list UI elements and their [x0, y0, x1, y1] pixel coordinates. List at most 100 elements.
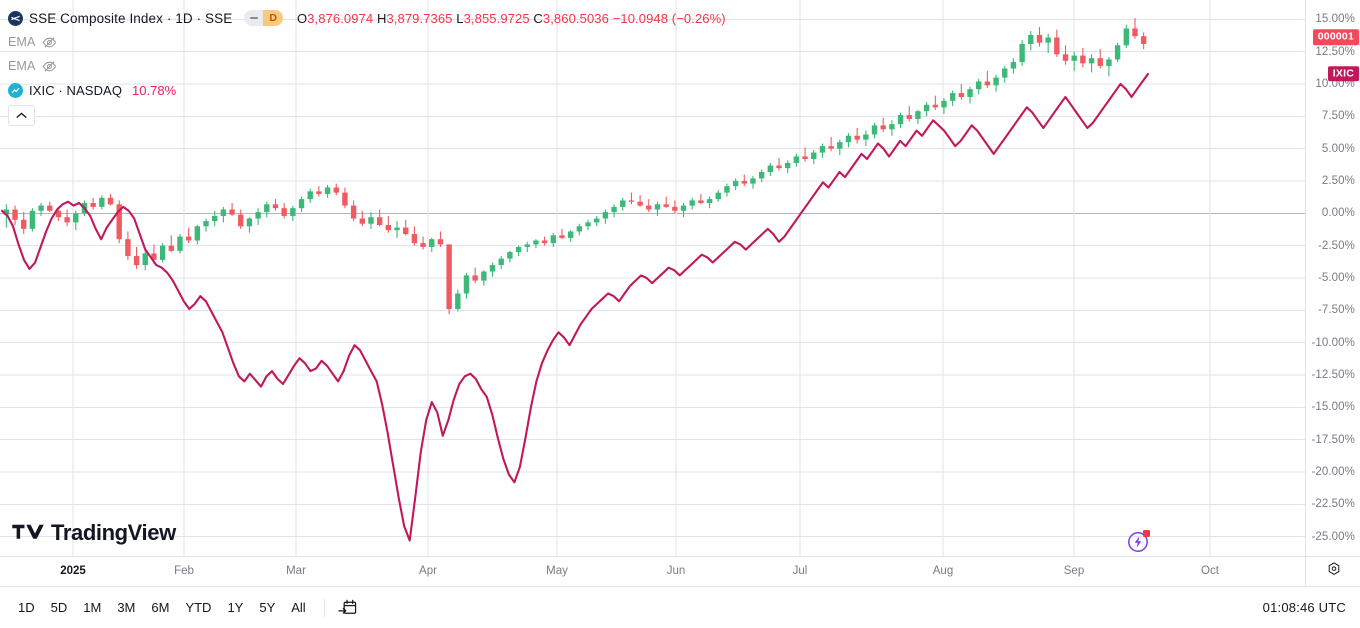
candle-body [689, 200, 695, 206]
ohlc-o-value: 3,876.0974 [307, 10, 374, 26]
candle-body [116, 204, 122, 240]
price-tag-ixic[interactable]: IXIC [1327, 66, 1359, 82]
toolbar-divider [323, 598, 325, 617]
price-axis-tick: -22.50% [1311, 498, 1355, 511]
timeframe-button-ytd[interactable]: YTD [185, 600, 212, 615]
comparison-value: 10.78% [132, 82, 177, 98]
price-axis-tick: -15.00% [1311, 401, 1355, 414]
candle-body [463, 275, 470, 294]
price-scale[interactable]: 15.00% 12.50% 10.00% 7.50% 5.00% 2.50% 0.00% -2… [1305, 0, 1360, 556]
candle-body [359, 218, 365, 224]
candle-body [515, 246, 522, 253]
candle-body [559, 235, 565, 238]
candle-body [680, 205, 687, 211]
timeframe-button-3m[interactable]: 3M [117, 600, 136, 615]
candle-body [12, 209, 18, 220]
ai-assistant-button[interactable] [1127, 530, 1150, 553]
comparison-line-series [0, 72, 1150, 542]
timeframe-button-1d[interactable]: 1D [18, 600, 35, 615]
candle-body [750, 178, 756, 184]
candle-body [663, 204, 669, 207]
bottom-toolbar: 1D 5D 1M 3M 6M YTD 1Y 5Y All 01:08:46 UTC [0, 586, 1360, 628]
ohlc-c-value: 3,860.5036 [542, 10, 609, 26]
candle-body [298, 199, 305, 209]
lightning-bolt-icon [1128, 532, 1148, 552]
sse-logo-icon [8, 10, 23, 26]
candle-body [246, 218, 253, 227]
chart-plot-area[interactable]: TradingView [0, 0, 1305, 556]
price-tag-000001[interactable]: 000001 [1312, 29, 1359, 46]
chart-series-canvas [0, 18, 1150, 542]
time-axis-tick: Sep [1063, 565, 1085, 577]
candle-body [507, 252, 513, 259]
legend-row-ema-2[interactable]: EMA [8, 54, 726, 78]
candle-body [324, 187, 331, 194]
candle-body [594, 218, 600, 223]
candle-body [524, 244, 530, 247]
price-axis-tick: 12.50% [1315, 45, 1355, 58]
price-axis-tick: -10.00% [1311, 336, 1355, 349]
candle-body [533, 240, 539, 245]
candle-body [1088, 58, 1095, 64]
goto-date-button[interactable] [335, 595, 360, 620]
candle-body [637, 201, 643, 206]
interval-badge[interactable]: D [244, 10, 283, 26]
timeframe-button-1y[interactable]: 1Y [227, 600, 244, 615]
candle-body [498, 258, 504, 266]
legend-row-ema-1[interactable]: EMA [8, 30, 726, 54]
gear-icon[interactable] [1326, 562, 1342, 583]
candle-body [1054, 37, 1060, 55]
timeframe-button-5d[interactable]: 5D [50, 600, 68, 615]
eye-off-icon[interactable] [42, 35, 57, 50]
timeframe-button-all[interactable]: All [291, 600, 306, 615]
candle-body [758, 171, 765, 179]
candle-body [212, 215, 218, 222]
price-axis-tick: -12.50% [1311, 368, 1355, 381]
candle-body [871, 125, 878, 135]
price-axis-tick: -5.00% [1317, 272, 1355, 284]
candle-body [99, 197, 105, 207]
candle-body [385, 224, 392, 231]
price-axis-tick: -7.50% [1317, 304, 1355, 317]
candle-body [342, 192, 348, 206]
time-scale[interactable]: 2025 Feb Mar Apr May Jun Jul Aug Sep Oct [0, 556, 1305, 587]
candle-body [220, 209, 227, 216]
watermark-text: TradingView [51, 520, 176, 545]
comparison-symbol-name: IXIC · NASDAQ [29, 82, 123, 98]
candle-body [889, 124, 895, 130]
timeframe-button-1m[interactable]: 1M [83, 600, 102, 615]
candle-body [837, 142, 843, 149]
time-axis-tick: Jun [666, 565, 686, 577]
time-axis-tick: Mar [286, 565, 306, 577]
timeframe-button-5y[interactable]: 5Y [259, 600, 276, 615]
eye-off-icon[interactable] [42, 59, 57, 74]
candle-body [1097, 58, 1103, 66]
candle-body [654, 204, 661, 210]
candle-body [472, 275, 478, 281]
legend-collapse-button[interactable] [8, 105, 35, 126]
time-axis-tick: Apr [419, 565, 437, 577]
candle-body [915, 111, 921, 119]
timeframe-group: 1D 5D 1M 3M 6M YTD 1Y 5Y All [0, 597, 314, 618]
candle-body [958, 93, 965, 97]
candle-body [1010, 62, 1017, 69]
candle-body [923, 104, 930, 112]
goto-date-icon [338, 599, 356, 614]
candle-body [715, 192, 721, 200]
price-axis-tick: 2.50% [1321, 175, 1355, 188]
candle-body [541, 240, 548, 244]
candle-body [403, 227, 409, 235]
candle-body [333, 187, 339, 193]
timeframe-button-6m[interactable]: 6M [151, 600, 170, 615]
candle-body [949, 93, 956, 101]
candle-body [177, 236, 183, 251]
candle-body [585, 222, 591, 227]
ohlc-h-label: H [376, 10, 387, 26]
legend-row-symbol[interactable]: SSE Composite Index · 1D · SSE D O3,876.… [8, 6, 726, 30]
candle-body [576, 226, 583, 232]
ohlc-values: O3,876.0974 H3,879.7365 L3,855.9725 C3,8… [297, 11, 726, 26]
nasdaq-icon [8, 82, 23, 98]
price-axis-tick: 7.50% [1321, 110, 1355, 123]
legend-row-comparison[interactable]: IXIC · NASDAQ 10.78% [8, 78, 726, 102]
scale-corner [1305, 556, 1360, 587]
